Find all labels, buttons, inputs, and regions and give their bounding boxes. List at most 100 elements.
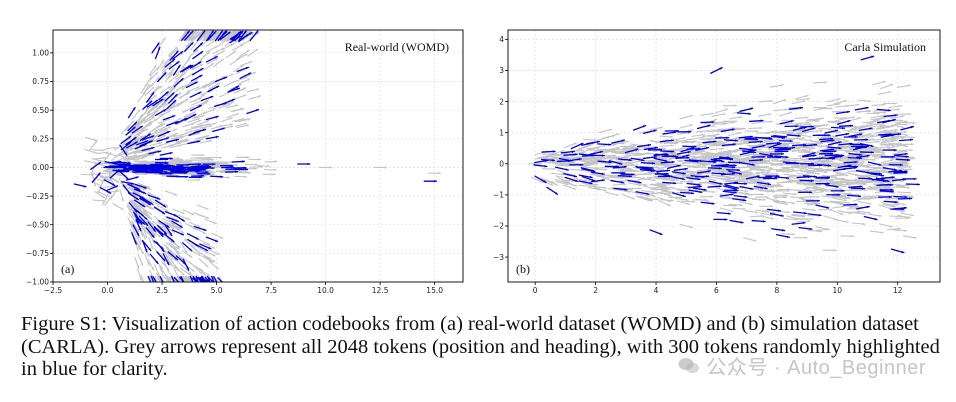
token-arrowhead (675, 163, 678, 166)
token-arrowhead (769, 99, 773, 103)
token-arrow (157, 275, 161, 282)
token-arrowhead (160, 163, 163, 166)
token-arrowhead (175, 138, 179, 142)
token-arrowhead (174, 193, 177, 196)
token-arrowhead (190, 284, 192, 287)
token-arrowhead (185, 284, 187, 287)
token-arrow (179, 276, 185, 282)
token-arrowhead (186, 285, 188, 288)
token-arrowhead (173, 102, 176, 106)
token-arrowhead (203, 228, 206, 231)
token-arrowhead (800, 129, 803, 132)
token-arrowhead (210, 173, 213, 176)
token-arrowhead (198, 97, 202, 101)
token-arrowhead (148, 105, 151, 109)
token-arrowhead (743, 127, 746, 131)
token-arrowhead (216, 86, 219, 89)
token-arrowhead (166, 262, 169, 265)
token-arrowhead (155, 260, 159, 264)
token-arrowhead (207, 283, 210, 285)
token-arrowhead (196, 86, 200, 89)
token-arrowhead (912, 157, 916, 160)
token-arrowhead (140, 213, 144, 216)
token-arrowhead (771, 217, 774, 220)
token-arrowhead (808, 130, 811, 133)
token-arrow (172, 276, 177, 282)
token-arrowhead (181, 285, 183, 288)
token-arrowhead (167, 86, 171, 89)
token-arrowhead (192, 285, 194, 288)
token-arrowhead (177, 65, 181, 68)
token-arrowhead (258, 95, 261, 98)
token-arrowhead (190, 42, 193, 46)
token-arrowhead (145, 222, 148, 226)
token-arrowhead (221, 50, 225, 53)
token-arrowhead (329, 166, 332, 169)
token-arrowhead (164, 167, 168, 171)
token-arrowhead (198, 91, 202, 95)
x-tick-label: −2.5 (44, 286, 62, 295)
x-tick-label: 6 (714, 286, 719, 295)
token-arrowhead (171, 229, 175, 233)
token-arrowhead (186, 267, 189, 271)
token-arrowhead (132, 127, 136, 130)
token-arrowhead (761, 193, 764, 196)
x-tick-label: 7.5 (265, 286, 277, 295)
token-arrowhead (843, 138, 847, 141)
token-arrowhead (805, 167, 808, 171)
token-arrowhead (901, 167, 904, 171)
token-arrowhead (838, 120, 841, 123)
token-arrowhead (195, 158, 198, 162)
token-arrowhead (160, 99, 163, 102)
token-arrowhead (139, 126, 143, 129)
token-arrowhead (166, 267, 169, 271)
token-arrowhead (102, 199, 105, 202)
token-arrowhead (697, 164, 701, 168)
token-arrowhead (217, 252, 220, 255)
token-arrowhead (805, 94, 809, 98)
token-arrowhead (163, 37, 166, 41)
token-arrowhead (840, 212, 844, 215)
token-arrowhead (143, 284, 145, 287)
token-arrowhead (179, 225, 183, 228)
y-tick-label: −1.00 (26, 278, 49, 287)
token-arrowhead (770, 120, 773, 123)
axes-frame (52, 29, 464, 283)
token-arrowhead (589, 184, 592, 188)
token-arrowhead (752, 181, 755, 185)
token-arrowhead (855, 193, 859, 196)
token-arrowhead (873, 158, 876, 162)
token-arrowhead (235, 113, 239, 116)
token-arrowhead (180, 158, 183, 161)
token-arrowhead (201, 114, 205, 118)
token-arrowhead (139, 136, 143, 139)
token-arrowhead (244, 54, 248, 57)
token-arrowhead (901, 136, 905, 140)
token-arrowhead (438, 171, 441, 175)
token-arrowhead (190, 284, 193, 286)
token-arrowhead (856, 188, 860, 192)
token-arrowhead (236, 87, 240, 91)
token-arrowhead (200, 31, 203, 35)
x-tick-label: 12 (893, 286, 903, 295)
token-arrowhead (910, 148, 913, 152)
token-arrowhead (258, 158, 261, 161)
token-arrowhead (166, 224, 170, 228)
token-arrowhead (631, 159, 635, 162)
token-arrowhead (125, 176, 128, 179)
token-arrowhead (753, 239, 757, 242)
token-arrowhead (893, 177, 897, 180)
token-arrowhead (180, 257, 184, 260)
token-arrowhead (199, 75, 202, 78)
token-arrowhead (855, 173, 859, 176)
token-arrowhead (255, 109, 259, 112)
token-arrowhead (254, 167, 257, 170)
token-arrowhead (207, 172, 210, 176)
token-arrowhead (242, 88, 246, 91)
token-arrowhead (225, 39, 228, 42)
token-arrowhead (832, 135, 836, 138)
x-tick-label: 12.5 (372, 286, 389, 295)
token-arrowhead (148, 187, 151, 190)
token-arrowhead (725, 120, 728, 124)
